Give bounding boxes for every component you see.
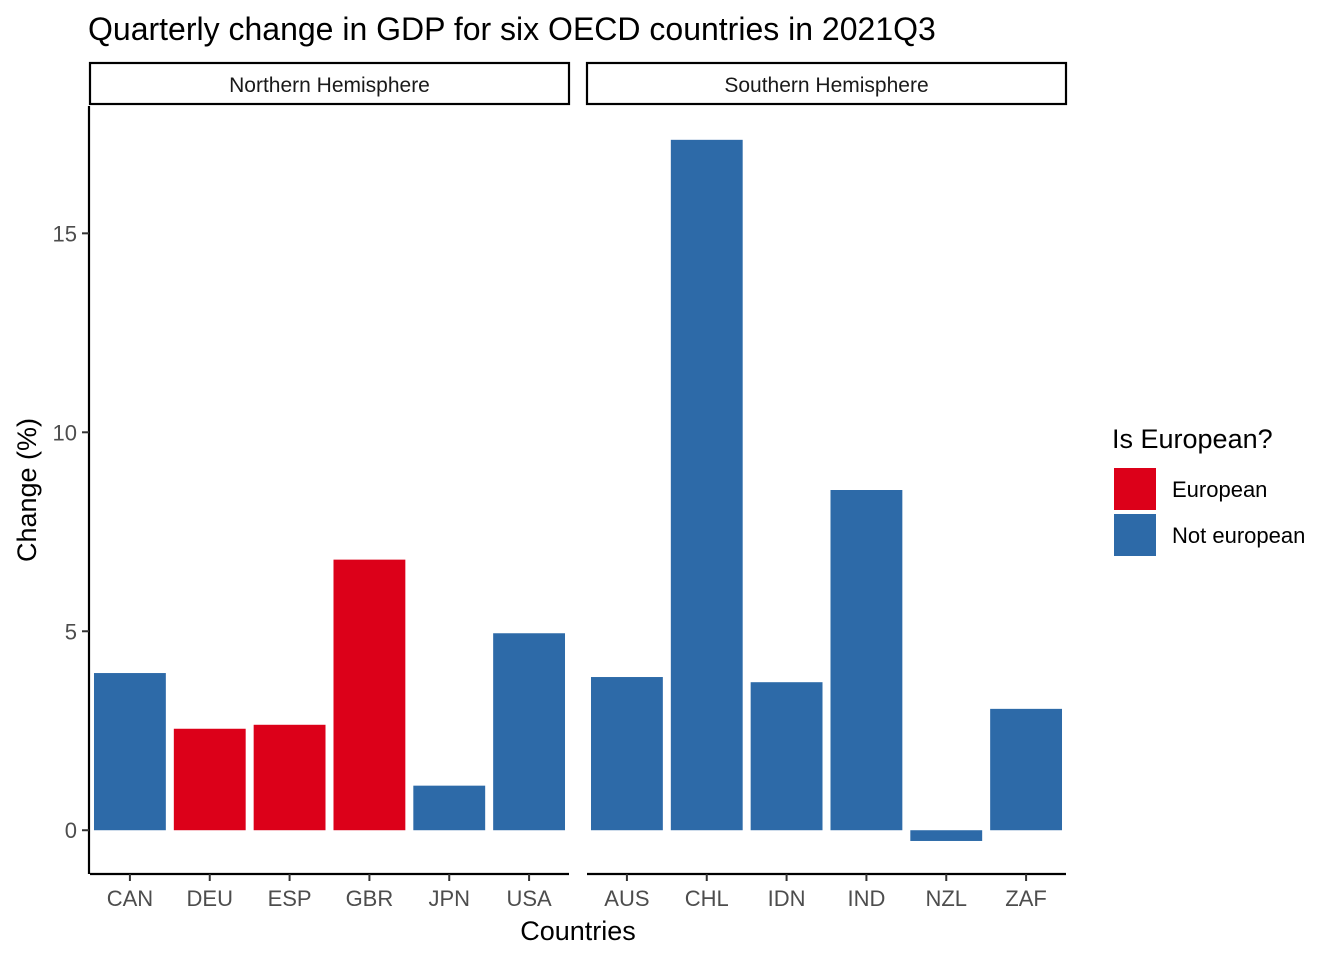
x-tick-label: USA <box>506 886 552 911</box>
bar-nzl <box>910 830 983 841</box>
facet-strip-label: Northern Hemisphere <box>229 74 430 97</box>
x-axis-title: Countries <box>520 916 636 946</box>
facet-panel: Northern Hemisphere CAN DEU ESP GBR JPN USA <box>88 61 571 911</box>
x-tick-label: CAN <box>107 886 153 911</box>
x-tick-label: IDN <box>768 886 806 911</box>
bar-aus <box>590 677 663 831</box>
bar-zaf <box>990 708 1063 831</box>
x-tick-label: DEU <box>187 886 233 911</box>
facet-strip <box>585 61 1068 106</box>
x-tick-label: AUS <box>604 886 649 911</box>
facet-strip <box>88 61 571 106</box>
y-tick-label: 5 <box>65 619 77 644</box>
chart-title: Quarterly change in GDP for six OECD cou… <box>88 11 936 47</box>
bar-chl <box>670 139 743 831</box>
x-tick-label: GBR <box>346 886 394 911</box>
legend-title: Is European? <box>1112 424 1273 454</box>
facet-strip-label: Southern Hemisphere <box>724 74 928 97</box>
bar-ind <box>830 490 903 831</box>
legend-swatch <box>1114 468 1156 510</box>
bar-esp <box>253 724 326 831</box>
x-tick-label: NZL <box>925 886 967 911</box>
facet-panel: Southern Hemisphere AUS CHL IDN IND NZL ZAF <box>585 61 1068 911</box>
y-axis: 0 5 10 15 <box>53 106 91 874</box>
bar-gbr <box>333 559 406 831</box>
legend-label: European <box>1172 477 1267 502</box>
y-tick-label: 0 <box>65 818 77 843</box>
bar-jpn <box>413 785 486 831</box>
x-tick-label: ESP <box>268 886 312 911</box>
x-tick-label: JPN <box>428 886 470 911</box>
x-tick-label: IND <box>847 886 885 911</box>
legend-swatch <box>1114 514 1156 556</box>
bar-usa <box>493 633 566 831</box>
bar-idn <box>750 682 823 831</box>
facet-panels: Northern Hemisphere CAN DEU ESP GBR JPN USA Sou… <box>88 61 1068 911</box>
x-tick-label: CHL <box>685 886 729 911</box>
x-tick-label: ZAF <box>1005 886 1047 911</box>
bar-can <box>93 673 166 831</box>
y-axis-title: Change (%) <box>12 418 42 562</box>
y-tick-label: 10 <box>53 420 77 445</box>
legend: Is European? European Not european <box>1112 424 1305 556</box>
bar-deu <box>173 728 246 831</box>
legend-label: Not european <box>1172 523 1305 548</box>
y-tick-label: 15 <box>53 221 77 246</box>
